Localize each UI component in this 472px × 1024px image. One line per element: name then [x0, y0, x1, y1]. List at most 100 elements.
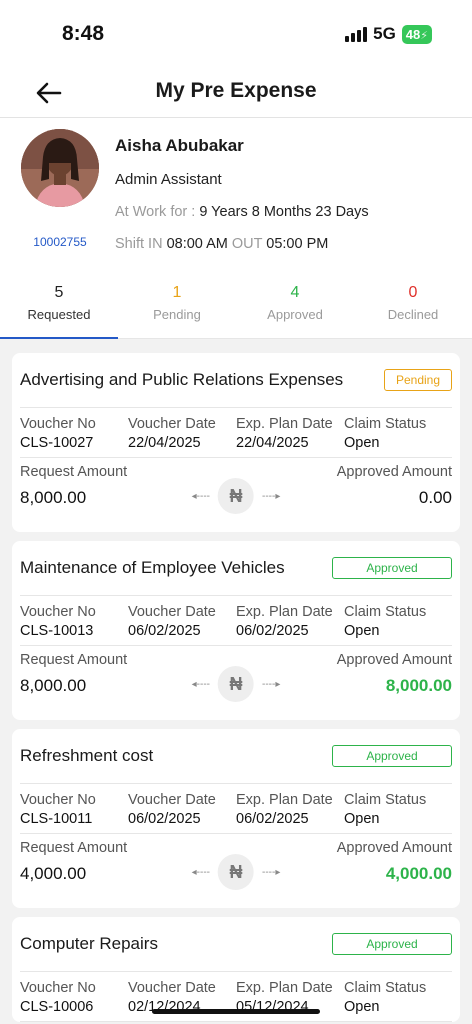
claim-status-label: Claim Status — [344, 604, 427, 620]
claim-status: Open — [344, 811, 380, 827]
exp-plan-date-label: Exp. Plan Date — [236, 980, 333, 996]
tab-requested[interactable]: 5 Requested — [0, 266, 118, 339]
naira-icon: ₦ — [218, 666, 254, 702]
claim-status-label: Claim Status — [344, 416, 427, 432]
network-type: 5G — [373, 24, 396, 43]
exp-plan-date-label: Exp. Plan Date — [236, 604, 333, 620]
employee-name: Aisha Abubakar — [115, 136, 244, 155]
voucher-date-label: Voucher Date — [128, 792, 216, 808]
voucher-date: 22/04/2025 — [128, 435, 201, 451]
tab-label: Approved — [267, 307, 323, 322]
expense-list: Advertising and Public Relations Expense… — [0, 339, 472, 1022]
naira-icon: ₦ — [218, 478, 254, 514]
tab-label: Pending — [153, 307, 201, 322]
transfer-indicator: ◂---- ₦ ----▸ — [191, 854, 280, 890]
approved-amount-label: Approved Amount — [336, 840, 452, 856]
status-indicators: 5G 48⚡ — [345, 24, 432, 44]
tab-label: Declined — [387, 307, 439, 322]
tab-count: 0 — [408, 284, 418, 301]
naira-icon: ₦ — [218, 854, 254, 890]
claim-status: Open — [344, 623, 380, 639]
request-amount: 8,000.00 — [20, 488, 87, 507]
approved-amount-label: Approved Amount — [336, 652, 452, 668]
voucher-no: CLS-10027 — [20, 435, 94, 451]
status-badge: Approved — [332, 933, 452, 955]
expense-card[interactable]: Maintenance of Employee Vehicles Approve… — [12, 541, 460, 720]
shift-in-label: Shift IN — [115, 236, 163, 252]
approved-amount: 0.00 — [418, 488, 452, 507]
arrow-left-icon: ◂---- — [191, 678, 210, 690]
shift-info: Shift IN 08:00 AM OUT 05:00 PM — [115, 236, 328, 252]
approved-amount: 4,000.00 — [385, 864, 452, 883]
status-bar: 8:48 5G 48⚡ — [0, 0, 472, 70]
request-amount-label: Request Amount — [20, 652, 128, 668]
approved-amount: 8,000.00 — [385, 676, 452, 695]
voucher-no-label: Voucher No — [20, 792, 96, 808]
claim-status: Open — [344, 999, 380, 1015]
work-duration-value: 9 Years 8 Months 23 Days — [199, 204, 369, 220]
arrow-left-icon: ◂---- — [191, 866, 210, 878]
tab-count: 1 — [172, 284, 182, 301]
expense-title: Advertising and Public Relations Expense… — [20, 370, 344, 389]
claim-status-label: Claim Status — [344, 980, 427, 996]
status-time: 8:48 — [62, 22, 105, 45]
transfer-indicator: ◂---- ₦ ----▸ — [191, 666, 281, 702]
exp-plan-date: 06/02/2025 — [236, 623, 309, 639]
voucher-date: 06/02/2025 — [128, 623, 201, 639]
page-title: My Pre Expense — [155, 79, 317, 102]
approved-amount-label: Approved Amount — [336, 464, 452, 480]
shift-in-time: 08:00 AM — [166, 236, 228, 252]
request-amount-label: Request Amount — [20, 464, 128, 480]
work-duration: At Work for : 9 Years 8 Months 23 Days — [115, 204, 369, 220]
voucher-no: CLS-10013 — [20, 623, 94, 639]
voucher-date-label: Voucher Date — [128, 980, 216, 996]
exp-plan-date: 06/02/2025 — [236, 811, 309, 827]
voucher-date-label: Voucher Date — [128, 604, 216, 620]
expense-title: Computer Repairs — [20, 934, 158, 953]
claim-status-label: Claim Status — [344, 792, 427, 808]
exp-plan-date-label: Exp. Plan Date — [236, 792, 333, 808]
status-badge: Approved — [332, 557, 452, 579]
voucher-no-label: Voucher No — [20, 416, 96, 432]
expense-title: Maintenance of Employee Vehicles — [20, 558, 285, 577]
voucher-date-label: Voucher Date — [128, 416, 216, 432]
status-badge: Pending — [384, 369, 452, 391]
exp-plan-date: 22/04/2025 — [236, 435, 309, 451]
shift-out-time: 05:00 PM — [266, 236, 329, 252]
tab-count: 4 — [290, 284, 300, 301]
profile-section: 10002755 Aisha Abubakar Admin Assistant … — [0, 118, 472, 266]
voucher-no-label: Voucher No — [20, 980, 96, 996]
tab-pending[interactable]: 1 Pending — [118, 266, 236, 338]
expense-title: Refreshment cost — [20, 746, 154, 765]
exp-plan-date-label: Exp. Plan Date — [236, 416, 333, 432]
request-amount-label: Request Amount — [20, 840, 128, 856]
battery-level: 48 — [405, 26, 421, 42]
expense-card[interactable]: Computer Repairs Approved Voucher No CLS-… — [12, 917, 460, 1022]
expense-card[interactable]: Refreshment cost Approved Voucher No CLS-… — [12, 729, 460, 908]
status-badge: Approved — [332, 745, 452, 767]
back-arrow-icon[interactable] — [34, 78, 64, 108]
request-amount: 4,000.00 — [20, 864, 87, 883]
voucher-date: 06/02/2025 — [128, 811, 201, 827]
voucher-no-label: Voucher No — [20, 604, 96, 620]
status-tabs: 5 Requested 1 Pending 4 Approved 0 Decli… — [0, 266, 472, 339]
voucher-no: CLS-10006 — [20, 999, 94, 1015]
voucher-no: CLS-10011 — [20, 811, 93, 827]
home-indicator — [152, 1009, 320, 1014]
app-header: My Pre Expense — [0, 70, 472, 118]
expense-card[interactable]: Advertising and Public Relations Expense… — [12, 353, 460, 532]
request-amount: 8,000.00 — [20, 676, 87, 695]
employee-id: 10002755 — [33, 235, 87, 249]
transfer-indicator: ◂---- ₦ ----▸ — [192, 478, 281, 514]
battery-icon: 48⚡ — [401, 24, 432, 44]
claim-status: Open — [344, 435, 380, 451]
signal-icon — [345, 26, 368, 42]
arrow-right-icon: ----▸ — [262, 490, 281, 502]
tab-count: 5 — [54, 284, 64, 301]
tab-declined[interactable]: 0 Declined — [354, 266, 472, 338]
avatar — [21, 129, 99, 207]
arrow-right-icon: ----▸ — [262, 678, 281, 690]
employee-role: Admin Assistant — [115, 171, 222, 188]
tab-approved[interactable]: 4 Approved — [236, 266, 354, 338]
shift-out-label: OUT — [231, 236, 263, 252]
